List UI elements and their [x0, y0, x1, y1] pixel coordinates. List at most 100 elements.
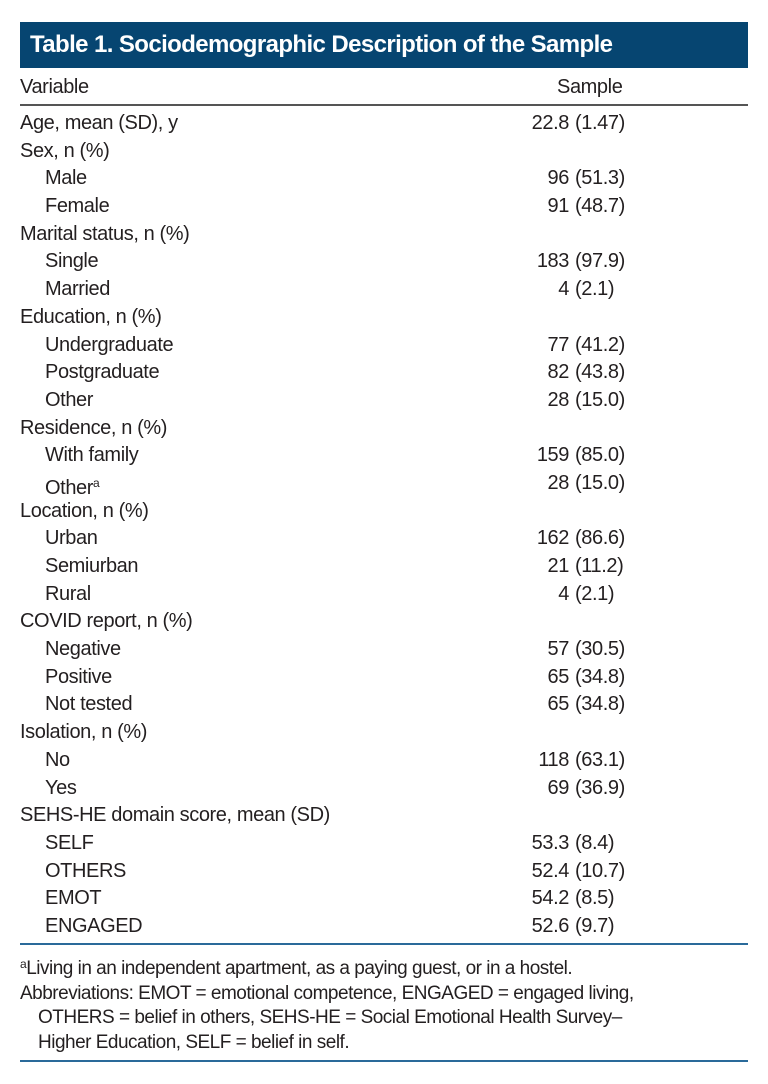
table-row: EMOT 54.2 (8.5)	[20, 885, 748, 913]
footnote-bottom-rule	[20, 1060, 748, 1062]
row-label-text: Married	[45, 278, 110, 301]
row-value-paren: (8.4)	[575, 831, 615, 854]
table-section-row: Location, n (%)	[20, 498, 748, 526]
row-label-text: Other	[45, 388, 94, 411]
row-value-paren: (8.5)	[575, 887, 615, 910]
row-label: Residence, n (%)	[20, 415, 167, 443]
table-row: Yes 69 (36.9)	[20, 775, 748, 803]
row-value: 53.3	[531, 831, 570, 854]
row-value-paren: (85.0)	[575, 444, 625, 467]
row-label-text: COVID report, n (%)	[20, 610, 193, 633]
row-value: 4	[558, 278, 569, 301]
row-label-text: Not tested	[45, 693, 133, 716]
row-label-text: SEHS-HE domain score, mean (SD)	[20, 804, 330, 827]
table-section-row: SEHS-HE domain score, mean (SD)	[20, 802, 748, 830]
table-row: SELF 53.3 (8.4)	[20, 830, 748, 858]
row-value: 52.6	[531, 914, 570, 937]
row-label: Undergraduate	[45, 332, 174, 360]
table-row: Postgraduate 82 (43.8)	[20, 359, 748, 387]
table-section-row: Isolation, n (%)	[20, 719, 748, 747]
table-row: Urban 162 (86.6)	[20, 525, 748, 553]
table-row: Othera 28 (15.0)	[20, 470, 748, 499]
row-label: Positive	[45, 664, 112, 692]
row-value-paren: (48.7)	[575, 195, 625, 218]
column-header-variable: Variable	[20, 76, 89, 98]
table-row: Undergraduate 77 (41.2)	[20, 332, 748, 360]
row-value: 77	[547, 333, 570, 356]
row-label: ENGAGED	[45, 913, 143, 941]
row-label-text: Male	[45, 167, 87, 190]
row-label: OTHERS	[45, 858, 126, 886]
row-label-text: Sex, n (%)	[20, 139, 110, 162]
row-label-text: Isolation, n (%)	[20, 721, 147, 744]
row-label-text: Marital status, n (%)	[20, 222, 190, 245]
table-row: Married 4 (2.1)	[20, 276, 748, 304]
row-label-text: Rural	[45, 582, 91, 605]
row-label: SEHS-HE domain score, mean (SD)	[20, 802, 330, 830]
row-label-text: Age, mean (SD), y	[20, 112, 178, 134]
row-value: 65	[547, 693, 570, 716]
table-row: Negative 57 (30.5)	[20, 636, 748, 664]
row-label: No	[45, 747, 70, 775]
row-label-text: Yes	[45, 776, 77, 799]
row-label: Urban	[45, 525, 98, 553]
row-label: Semiurban	[45, 553, 139, 581]
row-label-text: Female	[45, 195, 110, 218]
row-label: Female	[45, 193, 110, 221]
footnote-marker: a	[20, 957, 27, 971]
row-label: Not tested	[45, 691, 133, 719]
table-body: Age, mean (SD), y 22.8 (1.47) Sex, n (%) Mal…	[20, 110, 748, 941]
row-label: Sex, n (%)	[20, 138, 110, 166]
row-label-text: SELF	[45, 831, 94, 854]
table-section-row: Residence, n (%)	[20, 415, 748, 443]
table-row: Male 96 (51.3)	[20, 165, 748, 193]
row-value: 69	[547, 776, 570, 799]
row-value-paren: (2.1)	[575, 278, 615, 301]
row-label-text: With family	[45, 444, 139, 467]
table-row: ENGAGED 52.6 (9.7)	[20, 913, 748, 941]
row-label: Male	[45, 165, 87, 193]
row-label-text: No	[45, 748, 70, 771]
row-value-paren: (30.5)	[575, 638, 625, 661]
table-row: Rural 4 (2.1)	[20, 581, 748, 609]
abbreviations-line-3: Higher Education, SELF = belief in self.	[38, 1031, 350, 1053]
table-section-row: Sex, n (%)	[20, 138, 748, 166]
row-label: COVID report, n (%)	[20, 608, 193, 636]
row-label: Negative	[45, 636, 121, 664]
row-label-text: ENGAGED	[45, 914, 143, 937]
table-section-row: COVID report, n (%)	[20, 608, 748, 636]
row-label: Education, n (%)	[20, 304, 162, 332]
table-section-row: Marital status, n (%)	[20, 221, 748, 249]
table-row: Not tested 65 (34.8)	[20, 691, 748, 719]
row-label-text: Postgraduate	[45, 361, 160, 384]
row-label-text: Single	[45, 250, 99, 273]
row-label: SELF	[45, 830, 94, 858]
row-label: Postgraduate	[45, 359, 160, 387]
row-label: Othera	[45, 470, 100, 503]
row-value: 162	[536, 527, 570, 550]
row-value: 96	[547, 167, 570, 190]
table-title: Table 1. Sociodemographic Description of…	[20, 22, 748, 68]
row-label: Single	[45, 248, 99, 276]
row-value: 118	[538, 748, 569, 771]
table-row: Single 183 (97.9)	[20, 248, 748, 276]
row-value: 52.4	[531, 859, 570, 882]
row-label: Rural	[45, 581, 91, 609]
row-label-text: Education, n (%)	[20, 305, 162, 328]
column-header-sample: Sample	[557, 76, 623, 98]
row-value-paren: (34.8)	[575, 665, 625, 688]
row-label-text: Semiurban	[45, 555, 139, 577]
row-value-paren: (9.7)	[575, 914, 615, 937]
footnote-a-text: Living in an independent apartment, as a…	[26, 958, 573, 979]
row-label: With family	[45, 442, 139, 470]
row-value-paren: (34.8)	[575, 693, 625, 716]
abbreviations-line-2: OTHERS = belief in others, SEHS-HE = Soc…	[38, 1007, 622, 1028]
row-value-paren: (2.1)	[575, 582, 615, 605]
row-value-paren: (1.47)	[575, 112, 625, 134]
row-label-text: OTHERS	[45, 859, 126, 882]
row-value-paren: (15.0)	[575, 388, 625, 411]
row-value-paren: (15.0)	[575, 471, 625, 494]
row-label: Location, n (%)	[20, 498, 149, 526]
row-value-paren: (86.6)	[575, 527, 625, 550]
row-label-text: Location, n (%)	[20, 499, 149, 522]
